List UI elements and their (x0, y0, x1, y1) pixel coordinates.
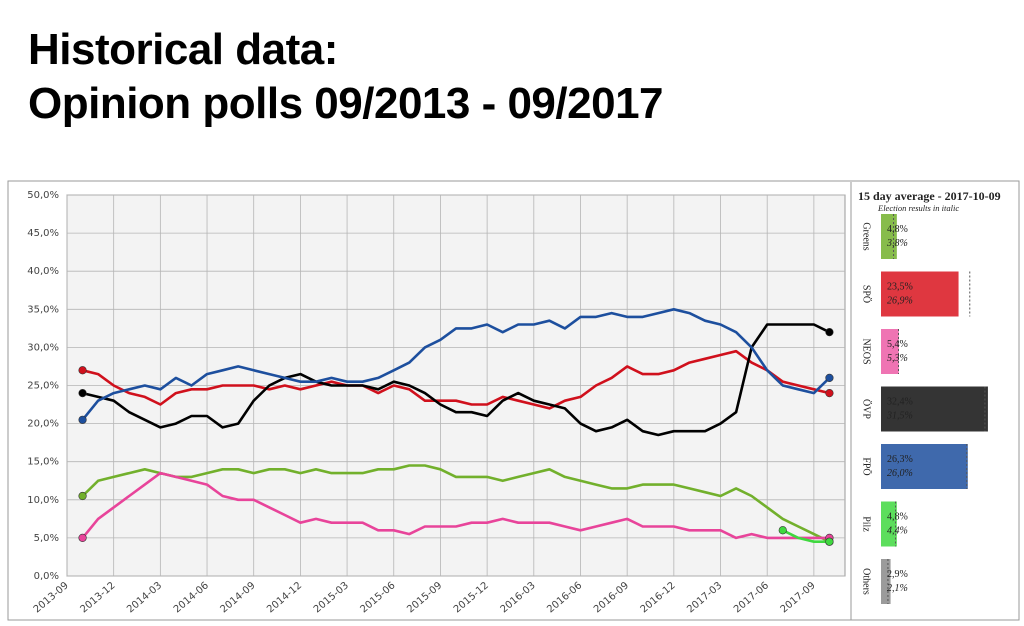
x-tick-label: 2015-03 (312, 580, 351, 615)
x-tick-label: 2015-09 (405, 580, 444, 615)
bar (881, 214, 897, 259)
x-tick-label: 2016-09 (592, 580, 631, 615)
x-tick-label: 2017-06 (732, 580, 771, 615)
x-tick-label: 2017-03 (685, 580, 724, 615)
bar (881, 386, 988, 432)
value-label: 23,5% (887, 281, 913, 292)
x-tick-label: 2014-03 (125, 580, 164, 615)
x-tick-label: 2014-12 (265, 580, 304, 615)
category-label: ÖVP (861, 399, 873, 419)
election-label: 2,1% (887, 583, 908, 594)
category-label: SPÖ (861, 285, 873, 303)
y-tick-label: 30,0% (27, 342, 59, 353)
bar (881, 271, 959, 317)
election-label: 26,0% (887, 468, 913, 479)
y-tick-label: 15,0% (27, 457, 59, 468)
value-label: 26,3% (887, 454, 913, 465)
end-point (778, 526, 787, 535)
series-line (81, 464, 830, 543)
bar (881, 444, 968, 489)
x-tick-label: 2016-12 (639, 580, 678, 615)
end-point (78, 389, 87, 398)
y-tick-label: 50,0% (27, 190, 59, 201)
x-tick-label: 2016-03 (499, 580, 538, 615)
category-label: Greens (861, 222, 872, 250)
x-tick-label: 2013-12 (78, 580, 117, 615)
end-point (78, 415, 87, 424)
x-tick-label: 2014-06 (172, 580, 211, 615)
y-tick-label: 20,0% (27, 419, 59, 430)
chart-frame (7, 180, 1020, 621)
y-tick-label: 25,0% (27, 381, 59, 392)
category-label: Pilz (861, 516, 872, 532)
value-label: 4,8% (887, 224, 908, 235)
x-tick-label: 2015-06 (359, 580, 398, 615)
series-line (782, 529, 830, 543)
x-tick-label: 2013-09 (32, 580, 71, 615)
end-point (78, 491, 87, 501)
bar (881, 559, 891, 604)
x-tick-label: 2016-06 (545, 580, 584, 615)
series-line (82, 349, 830, 410)
election-label: 4,4% (887, 525, 908, 536)
y-tick-label: 0,0% (34, 571, 59, 582)
end-point (78, 366, 87, 375)
value-label: 4,8% (887, 511, 908, 522)
y-tick-label: 5,0% (34, 533, 59, 544)
election-label: 31,5% (886, 410, 913, 421)
page-title: Opinion polls 09/2013 - 09/2017 (28, 79, 663, 128)
page-title: Historical data: (28, 25, 338, 74)
y-tick-label: 10,0% (27, 495, 59, 506)
y-tick-label: 35,0% (27, 304, 59, 315)
end-point (825, 389, 834, 398)
value-label: 5,4% (887, 339, 908, 350)
x-tick-label: 2014-09 (218, 580, 257, 615)
panel-title: 15 day average - 2017-10-09 (858, 189, 1001, 203)
bar (881, 329, 899, 374)
election-label: 26,9% (887, 295, 913, 306)
bar (881, 501, 897, 547)
value-label: 32,4% (887, 396, 913, 407)
end-point (825, 373, 834, 382)
series-line (81, 308, 831, 421)
end-point (78, 533, 87, 543)
category-label: FPÖ (861, 457, 873, 475)
election-label: 5,3% (887, 353, 908, 364)
end-point (825, 537, 834, 546)
series-line (81, 471, 830, 540)
end-point (825, 328, 834, 337)
election-label: 3,8% (886, 238, 908, 249)
y-tick-label: 40,0% (27, 266, 59, 277)
category-label: NEOS (861, 338, 872, 364)
category-label: Others (861, 568, 872, 595)
panel-subtitle: Election results in italic (877, 203, 959, 213)
series-line (82, 323, 830, 437)
value-label: 2,9% (887, 569, 908, 580)
x-tick-label: 2017-09 (779, 580, 818, 615)
x-tick-label: 2015-12 (452, 580, 491, 615)
y-tick-label: 45,0% (27, 228, 59, 239)
